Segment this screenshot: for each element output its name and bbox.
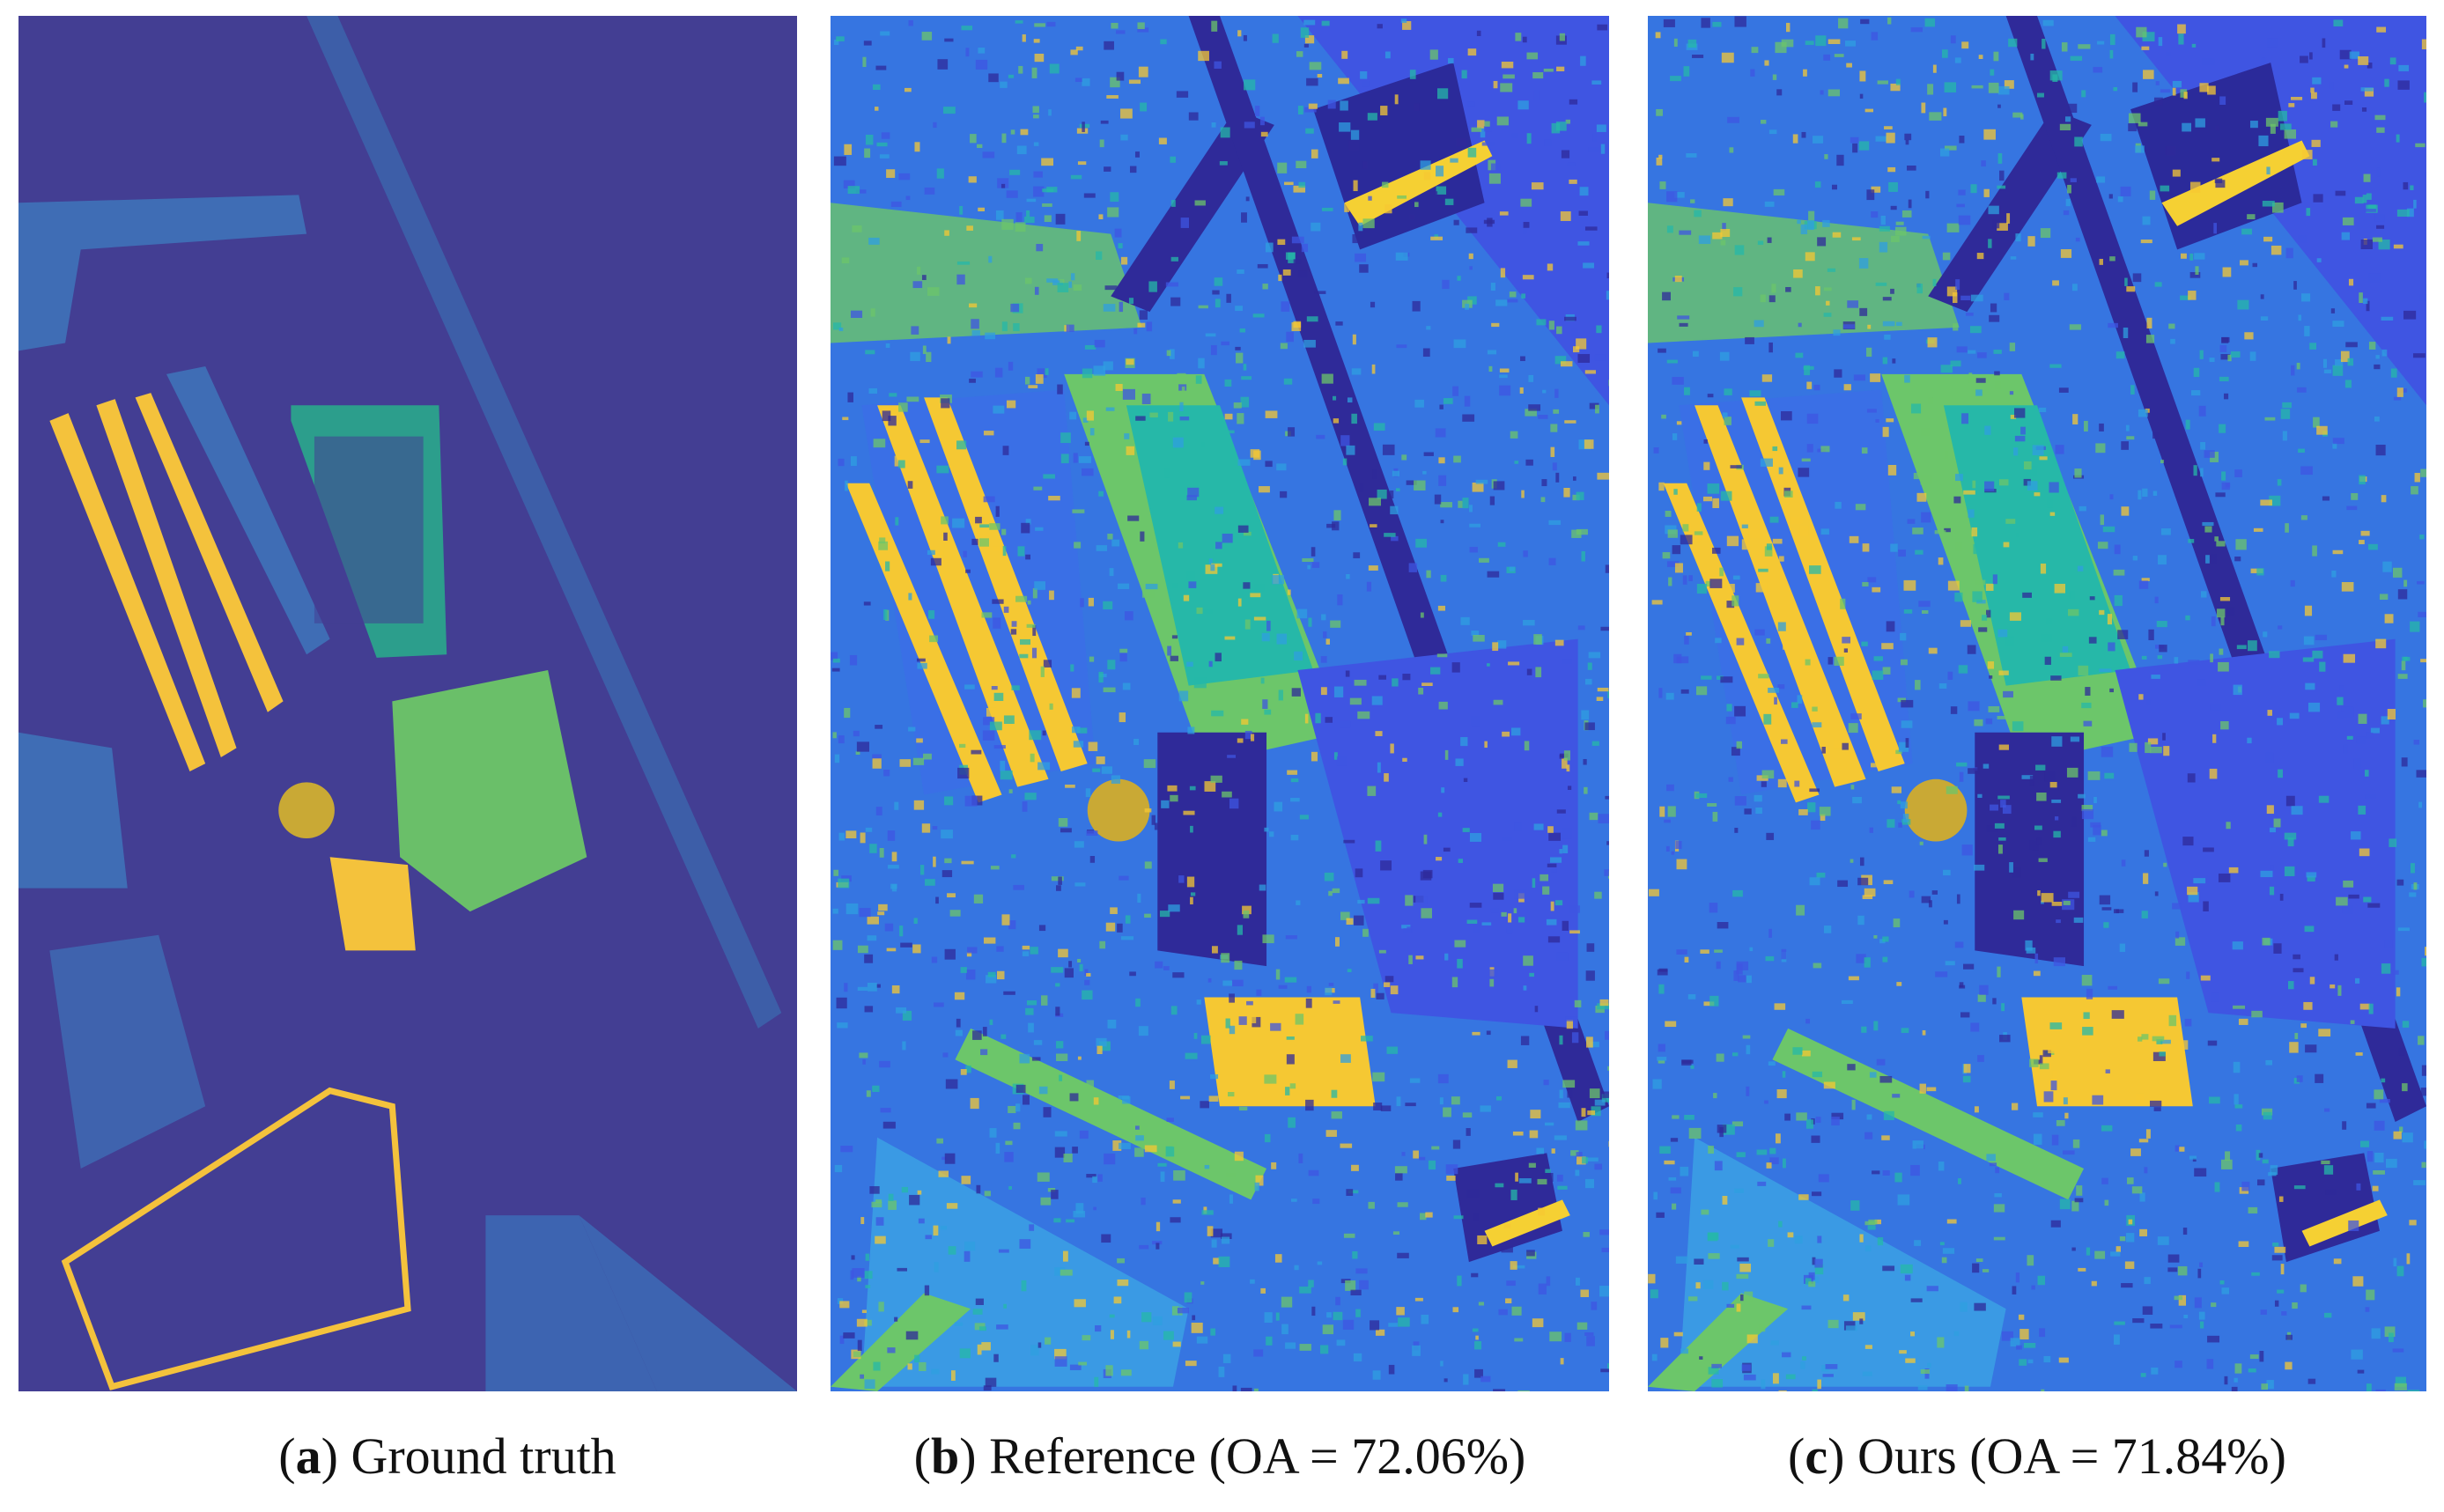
caption-label: b	[930, 1427, 960, 1485]
caption: (b) Reference (OA = 72.06%)	[831, 1427, 1609, 1486]
caption-text: (	[1788, 1427, 1805, 1485]
texture	[1648, 16, 2426, 1391]
caption: (c) Ours (OA = 71.84%)	[1648, 1427, 2426, 1486]
caption: (a) Ground truth	[58, 1427, 837, 1486]
caption-label: a	[295, 1427, 321, 1485]
caption-text: ) Ground truth	[321, 1427, 617, 1485]
caption-text: ) Reference (OA = 72.06%)	[959, 1427, 1526, 1485]
caption-text: ) Ours (OA = 71.84%)	[1827, 1427, 2286, 1485]
ours-map	[1648, 16, 2426, 1391]
reference-map	[831, 16, 1609, 1391]
caption-text: (	[913, 1427, 931, 1485]
caption-label: c	[1805, 1427, 1828, 1485]
ground-truth-map	[18, 16, 797, 1391]
texture	[831, 18, 1609, 1391]
caption-text: (	[278, 1427, 296, 1485]
